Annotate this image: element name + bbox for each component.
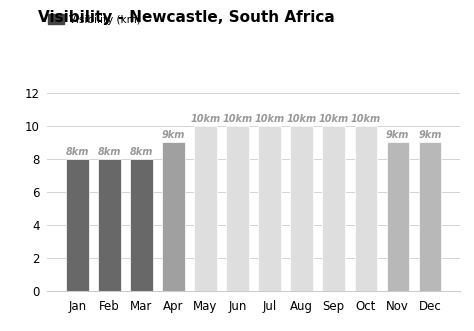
Bar [258,126,281,291]
Text: 9km: 9km [418,130,441,140]
Bar [355,126,377,291]
Bar [66,159,89,291]
Bar [162,142,185,291]
Text: 9km: 9km [386,130,410,140]
Text: 8km: 8km [66,147,89,157]
Bar [227,126,249,291]
Bar [387,142,409,291]
Bar [419,142,441,291]
Bar [98,159,120,291]
Legend: Visibility (km): Visibility (km) [48,15,141,25]
Text: 9km: 9km [162,130,185,140]
Text: 10km: 10km [287,114,317,124]
Text: 10km: 10km [255,114,285,124]
Text: 10km: 10km [222,114,253,124]
Bar [194,126,217,291]
Bar [130,159,153,291]
Text: 8km: 8km [130,147,153,157]
Text: 10km: 10km [319,114,349,124]
Text: 10km: 10km [351,114,381,124]
Text: Visibility - Newcastle, South Africa: Visibility - Newcastle, South Africa [38,10,335,25]
Bar [291,126,313,291]
Text: 10km: 10km [191,114,220,124]
Bar [322,126,345,291]
Text: 8km: 8km [98,147,121,157]
